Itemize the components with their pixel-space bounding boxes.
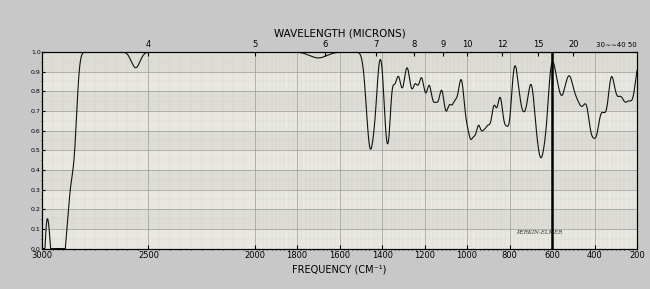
Bar bbox=[42, 72, 637, 91]
Bar bbox=[42, 52, 637, 72]
X-axis label: FREQUENCY (CM⁻¹): FREQUENCY (CM⁻¹) bbox=[292, 264, 387, 275]
Bar bbox=[42, 131, 637, 150]
Bar bbox=[42, 91, 637, 111]
Bar bbox=[42, 150, 637, 170]
Bar bbox=[42, 229, 637, 249]
Text: 30∼∼40 50: 30∼∼40 50 bbox=[596, 42, 637, 48]
Bar bbox=[42, 190, 637, 209]
Bar bbox=[42, 170, 637, 190]
Text: PERKIN-ELMER: PERKIN-ELMER bbox=[515, 230, 562, 235]
Bar bbox=[42, 209, 637, 229]
Bar bbox=[42, 111, 637, 131]
X-axis label: WAVELENGTH (MICRONS): WAVELENGTH (MICRONS) bbox=[274, 28, 406, 38]
